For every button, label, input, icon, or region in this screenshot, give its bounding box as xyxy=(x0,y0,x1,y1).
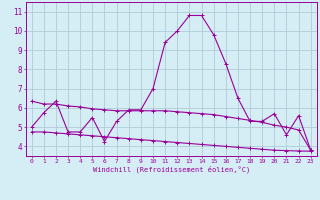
X-axis label: Windchill (Refroidissement éolien,°C): Windchill (Refroidissement éolien,°C) xyxy=(92,166,250,173)
